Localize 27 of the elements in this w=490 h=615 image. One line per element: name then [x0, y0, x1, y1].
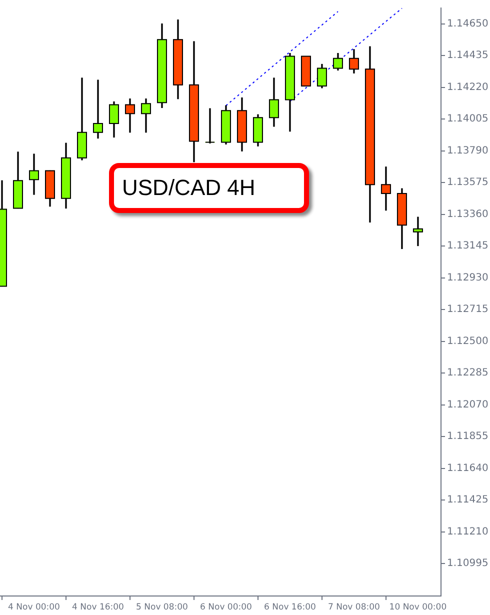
x-tick-label: 4 Nov 00:00 [8, 602, 60, 612]
x-tick-label: 6 Nov 16:00 [264, 602, 316, 612]
y-tick-label: 1.13575 [447, 177, 488, 188]
y-tick-label: 1.14435 [447, 50, 488, 62]
y-tick-label: 1.11640 [447, 462, 488, 474]
y-tick-label: 1.13360 [447, 208, 488, 220]
y-tick-label: 1.14220 [447, 82, 488, 93]
y-tick-label: 1.12930 [447, 272, 488, 284]
y-tick-label: 1.11855 [447, 431, 488, 442]
y-tick-label: 1.14005 [447, 114, 488, 125]
x-tick-label: 6 Nov 00:00 [200, 602, 252, 612]
y-tick-label: 1.12500 [447, 336, 488, 347]
x-tick-label: 10 Nov 00:00 [389, 602, 447, 612]
y-tick-label: 1.10995 [447, 558, 488, 570]
y-tick-label: 1.14650 [447, 18, 488, 30]
line-series [289, 8, 402, 102]
y-tick-label: 1.13790 [447, 145, 488, 156]
y-tick-label: 1.13145 [447, 240, 488, 252]
x-tick-label: 4 Nov 16:00 [72, 602, 124, 612]
text: USD/CAD 4H [109, 163, 309, 213]
y-tick-label: 1.11210 [447, 526, 488, 538]
y-tick-label: 1.12285 [447, 368, 488, 379]
y-tick-label: 1.12070 [447, 399, 488, 410]
y-tick-label: 1.11425 [447, 494, 488, 506]
x-tick-label: 7 Nov 08:00 [328, 602, 380, 612]
y-tick-label: 1.12715 [447, 304, 488, 316]
x-tick-label: 5 Nov 08:00 [136, 602, 188, 612]
